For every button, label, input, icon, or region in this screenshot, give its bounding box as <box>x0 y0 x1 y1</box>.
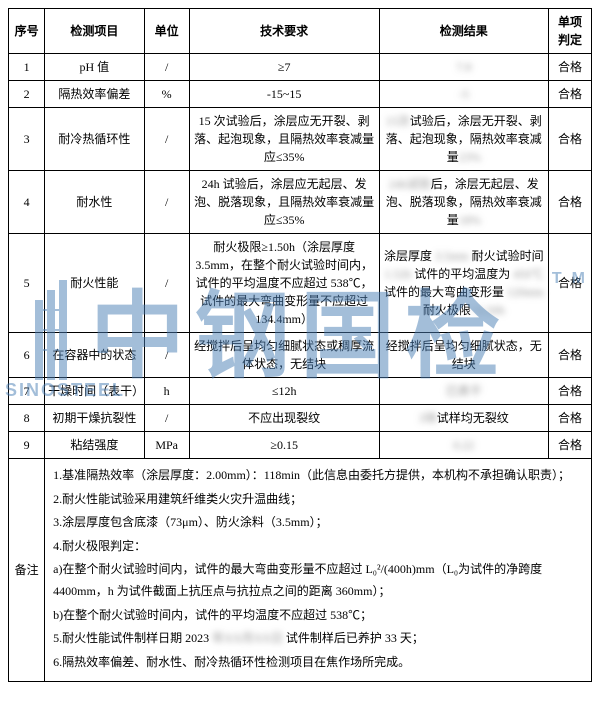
cell-req: 耐火极限≥1.50h（涂层厚度 3.5mm，在整个耐火试验时间内，试件的平均温度… <box>189 234 379 333</box>
cell-result: 24h试验后，涂层无起层、发泡、脱落现象，隔热效率衰减量18% <box>379 171 548 234</box>
cell-item: 粘结强度 <box>45 432 144 459</box>
cell-req: -15~15 <box>189 81 379 108</box>
cell-item: 耐冷热循环性 <box>45 108 144 171</box>
cell-seq: 2 <box>9 81 45 108</box>
cell-seq: 6 <box>9 333 45 378</box>
cell-result: 15次试验后，涂层无开裂、剥落、起泡现象，隔热效率衰减量23% <box>379 108 548 171</box>
cell-unit: / <box>144 234 189 333</box>
cell-verdict: 合格 <box>549 54 592 81</box>
header-seq: 序号 <box>9 9 45 54</box>
table-header-row: 序号 检测项目 单位 技术要求 检测结果 单项判定 <box>9 9 592 54</box>
cell-seq: 8 <box>9 405 45 432</box>
cell-seq: 5 <box>9 234 45 333</box>
header-result: 检测结果 <box>379 9 548 54</box>
cell-verdict: 合格 <box>549 81 592 108</box>
cell-seq: 3 <box>9 108 45 171</box>
cell-item: pH 值 <box>45 54 144 81</box>
cell-verdict: 合格 <box>549 108 592 171</box>
notes-label: 备注 <box>9 459 45 682</box>
cell-unit: / <box>144 333 189 378</box>
table-row: 5 耐火性能 / 耐火极限≥1.50h（涂层厚度 3.5mm，在整个耐火试验时间… <box>9 234 592 333</box>
cell-item: 初期干燥抗裂性 <box>45 405 144 432</box>
cell-seq: 4 <box>9 171 45 234</box>
cell-unit: / <box>144 54 189 81</box>
cell-unit: / <box>144 108 189 171</box>
cell-result: 3块试样均无裂纹 <box>379 405 548 432</box>
table-row: 3 耐冷热循环性 / 15 次试验后，涂层应无开裂、剥落、起泡现象，且隔热效率衰… <box>9 108 592 171</box>
table-row: 4 耐水性 / 24h 试验后，涂层应无起层、发泡、脱落现象，且隔热效率衰减量应… <box>9 171 592 234</box>
table-row: 9 粘结强度 MPa ≥0.15 0.22 合格 <box>9 432 592 459</box>
cell-req: ≥0.15 <box>189 432 379 459</box>
notes-row: 备注 1.基准隔热效率（涂层厚度：2.00mm）：118min（此信息由委托方提… <box>9 459 592 682</box>
cell-result: 0.22 <box>379 432 548 459</box>
cell-result: 已表干 <box>379 378 548 405</box>
inspection-table: 序号 检测项目 单位 技术要求 检测结果 单项判定 1 pH 值 / ≥7 7.… <box>8 8 592 682</box>
cell-item: 干燥时间（表干） <box>45 378 144 405</box>
cell-verdict: 合格 <box>549 333 592 378</box>
cell-result: 经搅拌后呈均匀细腻状态，无结块 <box>379 333 548 378</box>
cell-result: 涂层厚度 3.5mm 耐火试验时间 1.52h 试件的平均温度为 450℃ 试件… <box>379 234 548 333</box>
cell-req: ≥7 <box>189 54 379 81</box>
cell-verdict: 合格 <box>549 432 592 459</box>
cell-unit: % <box>144 81 189 108</box>
cell-item: 耐火性能 <box>45 234 144 333</box>
cell-item: 隔热效率偏差 <box>45 81 144 108</box>
cell-verdict: 合格 <box>549 378 592 405</box>
header-verdict: 单项判定 <box>549 9 592 54</box>
cell-verdict: 合格 <box>549 405 592 432</box>
cell-item: 耐水性 <box>45 171 144 234</box>
table-row: 2 隔热效率偏差 % -15~15 -5 合格 <box>9 81 592 108</box>
table-row: 1 pH 值 / ≥7 7.9 合格 <box>9 54 592 81</box>
cell-unit: / <box>144 405 189 432</box>
cell-req: ≤12h <box>189 378 379 405</box>
cell-result: -5 <box>379 81 548 108</box>
cell-verdict: 合格 <box>549 234 592 333</box>
table-row: 7 干燥时间（表干） h ≤12h 已表干 合格 <box>9 378 592 405</box>
cell-unit: / <box>144 171 189 234</box>
table-row: 6 在容器中的状态 / 经搅拌后呈均匀细腻状态或稠厚流体状态，无结块 经搅拌后呈… <box>9 333 592 378</box>
header-unit: 单位 <box>144 9 189 54</box>
cell-seq: 1 <box>9 54 45 81</box>
cell-req: 15 次试验后，涂层应无开裂、剥落、起泡现象，且隔热效率衰减量应≤35% <box>189 108 379 171</box>
table-row: 8 初期干燥抗裂性 / 不应出现裂纹 3块试样均无裂纹 合格 <box>9 405 592 432</box>
cell-seq: 7 <box>9 378 45 405</box>
cell-req: 不应出现裂纹 <box>189 405 379 432</box>
cell-seq: 9 <box>9 432 45 459</box>
cell-unit: MPa <box>144 432 189 459</box>
cell-req: 经搅拌后呈均匀细腻状态或稠厚流体状态，无结块 <box>189 333 379 378</box>
cell-unit: h <box>144 378 189 405</box>
cell-verdict: 合格 <box>549 171 592 234</box>
cell-result: 7.9 <box>379 54 548 81</box>
cell-item: 在容器中的状态 <box>45 333 144 378</box>
header-item: 检测项目 <box>45 9 144 54</box>
cell-req: 24h 试验后，涂层应无起层、发泡、脱落现象，且隔热效率衰减量应≤35% <box>189 171 379 234</box>
header-req: 技术要求 <box>189 9 379 54</box>
notes-content: 1.基准隔热效率（涂层厚度：2.00mm）：118min（此信息由委托方提供，本… <box>45 459 592 682</box>
